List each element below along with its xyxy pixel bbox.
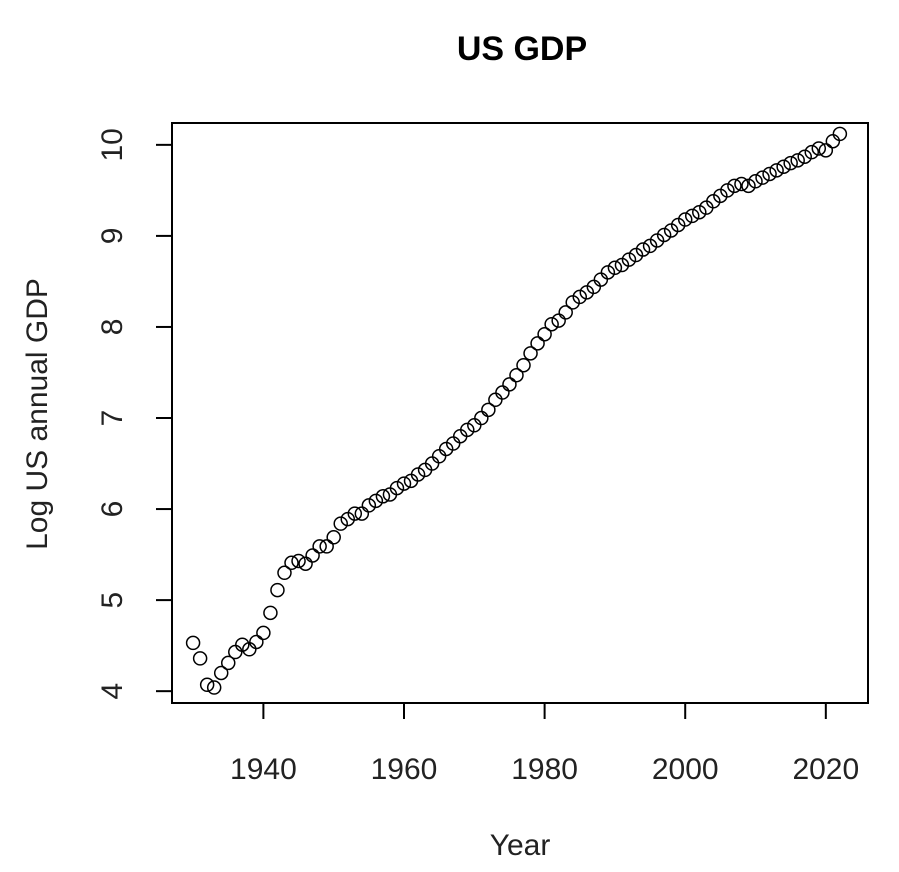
y-axis-label: Log US annual GDP: [21, 278, 54, 550]
data-point: [762, 166, 777, 182]
data-point: [502, 377, 517, 392]
data-point: [368, 493, 384, 509]
data-point: [516, 357, 531, 373]
data-point: [375, 489, 391, 504]
y-tick-label: 9: [96, 228, 129, 245]
data-point: [635, 242, 651, 257]
y-tick-label: 5: [96, 592, 129, 609]
data-point: [263, 605, 278, 621]
data-point: [347, 506, 363, 521]
y-tick-label: 6: [96, 501, 129, 518]
data-point: [755, 170, 770, 185]
y-tick-label: 8: [96, 319, 129, 336]
data-point: [228, 644, 243, 660]
x-tick-label: 1940: [230, 753, 297, 786]
data-point: [530, 336, 545, 351]
data-point: [727, 178, 742, 194]
data-point: [797, 149, 812, 164]
data-point: [677, 212, 693, 227]
data-point: [656, 227, 672, 243]
data-point: [593, 272, 609, 287]
data-point: [199, 677, 215, 693]
data-point: [509, 367, 524, 383]
data-point: [734, 176, 749, 192]
data-point: [270, 582, 285, 598]
data-point: [600, 265, 616, 280]
data-point: [220, 655, 236, 671]
data-point: [312, 539, 327, 554]
y-tick-label: 7: [96, 410, 129, 427]
data-point: [185, 635, 201, 651]
data-point: [389, 480, 405, 496]
data-point: [284, 555, 299, 571]
data-point: [544, 316, 559, 332]
data-point: [558, 305, 573, 320]
data-point: [213, 665, 229, 681]
data-point: [277, 565, 292, 581]
data-points: [185, 126, 848, 695]
data-point: [396, 476, 412, 491]
data-point: [790, 153, 805, 168]
data-point: [460, 422, 475, 438]
y-tick-label: 4: [96, 683, 129, 700]
data-point: [537, 326, 552, 342]
data-point: [481, 402, 496, 418]
data-point: [825, 133, 841, 149]
data-point: [769, 163, 784, 178]
x-tick-label: 2020: [792, 753, 859, 786]
data-point: [249, 634, 264, 650]
data-point: [811, 141, 827, 156]
x-axis: 1940 1960 1980 2000 2020: [230, 702, 859, 786]
data-point: [741, 178, 756, 194]
data-point: [523, 346, 538, 361]
data-point: [235, 637, 250, 652]
data-point: [607, 260, 623, 276]
data-point: [431, 448, 447, 464]
x-tick-label: 1960: [371, 753, 438, 786]
y-axis: 4 5 6 7 8 9 10: [96, 128, 173, 700]
data-point: [305, 548, 320, 563]
chart-title: US GDP: [457, 30, 587, 68]
y-tick-label: 10: [96, 128, 129, 161]
data-point: [692, 204, 707, 220]
data-point: [333, 516, 348, 531]
data-point: [832, 126, 848, 142]
data-point: [361, 498, 377, 513]
data-point: [319, 539, 334, 554]
data-point: [572, 289, 588, 305]
data-point: [495, 385, 510, 400]
data-point: [818, 143, 834, 158]
data-point: [326, 530, 341, 545]
data-point: [410, 467, 426, 482]
data-point: [488, 392, 503, 408]
data-point: [783, 155, 798, 171]
data-point: [474, 410, 489, 426]
data-point: [621, 252, 637, 267]
data-point: [720, 183, 735, 198]
data-point: [298, 556, 313, 571]
data-point: [192, 651, 208, 666]
x-tick-label: 1980: [511, 753, 578, 786]
data-point: [748, 174, 763, 189]
data-point: [804, 144, 820, 160]
data-point: [776, 159, 791, 174]
data-point: [206, 680, 222, 695]
x-tick-label: 2000: [652, 753, 719, 786]
data-point: [684, 208, 700, 224]
data-point: [256, 625, 271, 641]
x-axis-label: Year: [490, 829, 551, 862]
data-point: [291, 553, 306, 569]
